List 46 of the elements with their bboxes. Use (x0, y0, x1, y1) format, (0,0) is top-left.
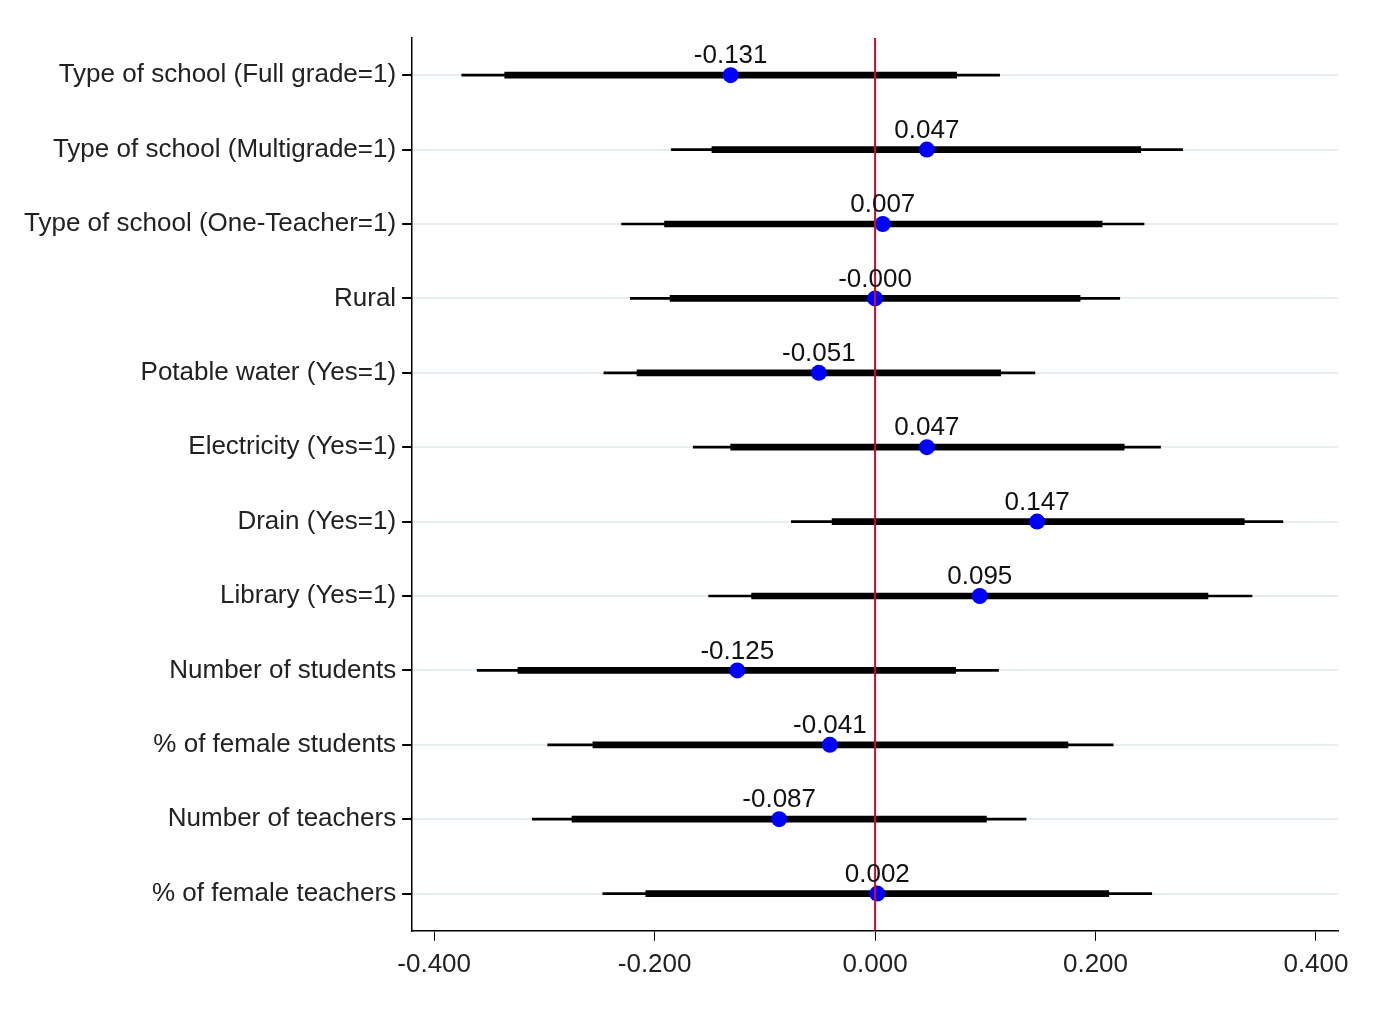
x-tick-label: 0.400 (1283, 947, 1349, 978)
point (918, 439, 935, 456)
bar (670, 148, 1183, 151)
y-tick-label: Drain (Yes=1) (237, 504, 397, 535)
bar (603, 371, 1036, 375)
bar (531, 817, 1027, 821)
bar (692, 445, 1161, 449)
point (971, 588, 988, 604)
y-tick-label: Type of school (Multigrade=1) (52, 132, 397, 163)
data-label: 0.095 (947, 560, 1013, 591)
y-tick-label: Rural (334, 281, 397, 312)
bar (476, 669, 999, 672)
data-label: 0.147 (1004, 485, 1070, 516)
data-label: -0.051 (781, 336, 856, 367)
x-tick-label: -0.400 (397, 947, 472, 978)
y-tick-label: Library (Yes=1) (220, 579, 397, 610)
point (874, 216, 891, 232)
bar (790, 520, 1284, 523)
x-tick-label: -0.200 (617, 947, 692, 978)
point (918, 141, 935, 158)
point (810, 364, 827, 381)
y-tick-label: % of female teachers (151, 876, 397, 907)
x-tick-label: 0.200 (1062, 947, 1129, 978)
bar (461, 73, 1000, 77)
x-tick-label: 0.000 (842, 947, 908, 978)
data-label: -0.125 (700, 634, 775, 665)
y-tick-label: Type of school (Full grade=1) (58, 58, 397, 89)
bar (547, 743, 1114, 747)
point (722, 67, 739, 84)
y-tick-label: Number of teachers (167, 802, 397, 833)
y-tick-label: Potable water (Yes=1) (140, 355, 397, 386)
point (1029, 513, 1046, 530)
bar (602, 892, 1153, 895)
y-tick-label: % of female students (153, 727, 397, 758)
data-label: 0.047 (894, 411, 960, 442)
data-label: -0.131 (693, 39, 768, 70)
y-tick-label: Electricity (Yes=1) (188, 430, 397, 461)
data-label: -0.041 (793, 708, 867, 739)
data-label: -0.087 (742, 783, 817, 814)
data-label: 0.047 (894, 113, 960, 144)
point (821, 736, 838, 753)
point (729, 662, 746, 679)
bar (630, 297, 1121, 300)
y-tick-label: Number of students (169, 653, 397, 684)
y-tick-label: Type of school (One-Teacher=1) (24, 207, 397, 238)
point (771, 811, 788, 828)
